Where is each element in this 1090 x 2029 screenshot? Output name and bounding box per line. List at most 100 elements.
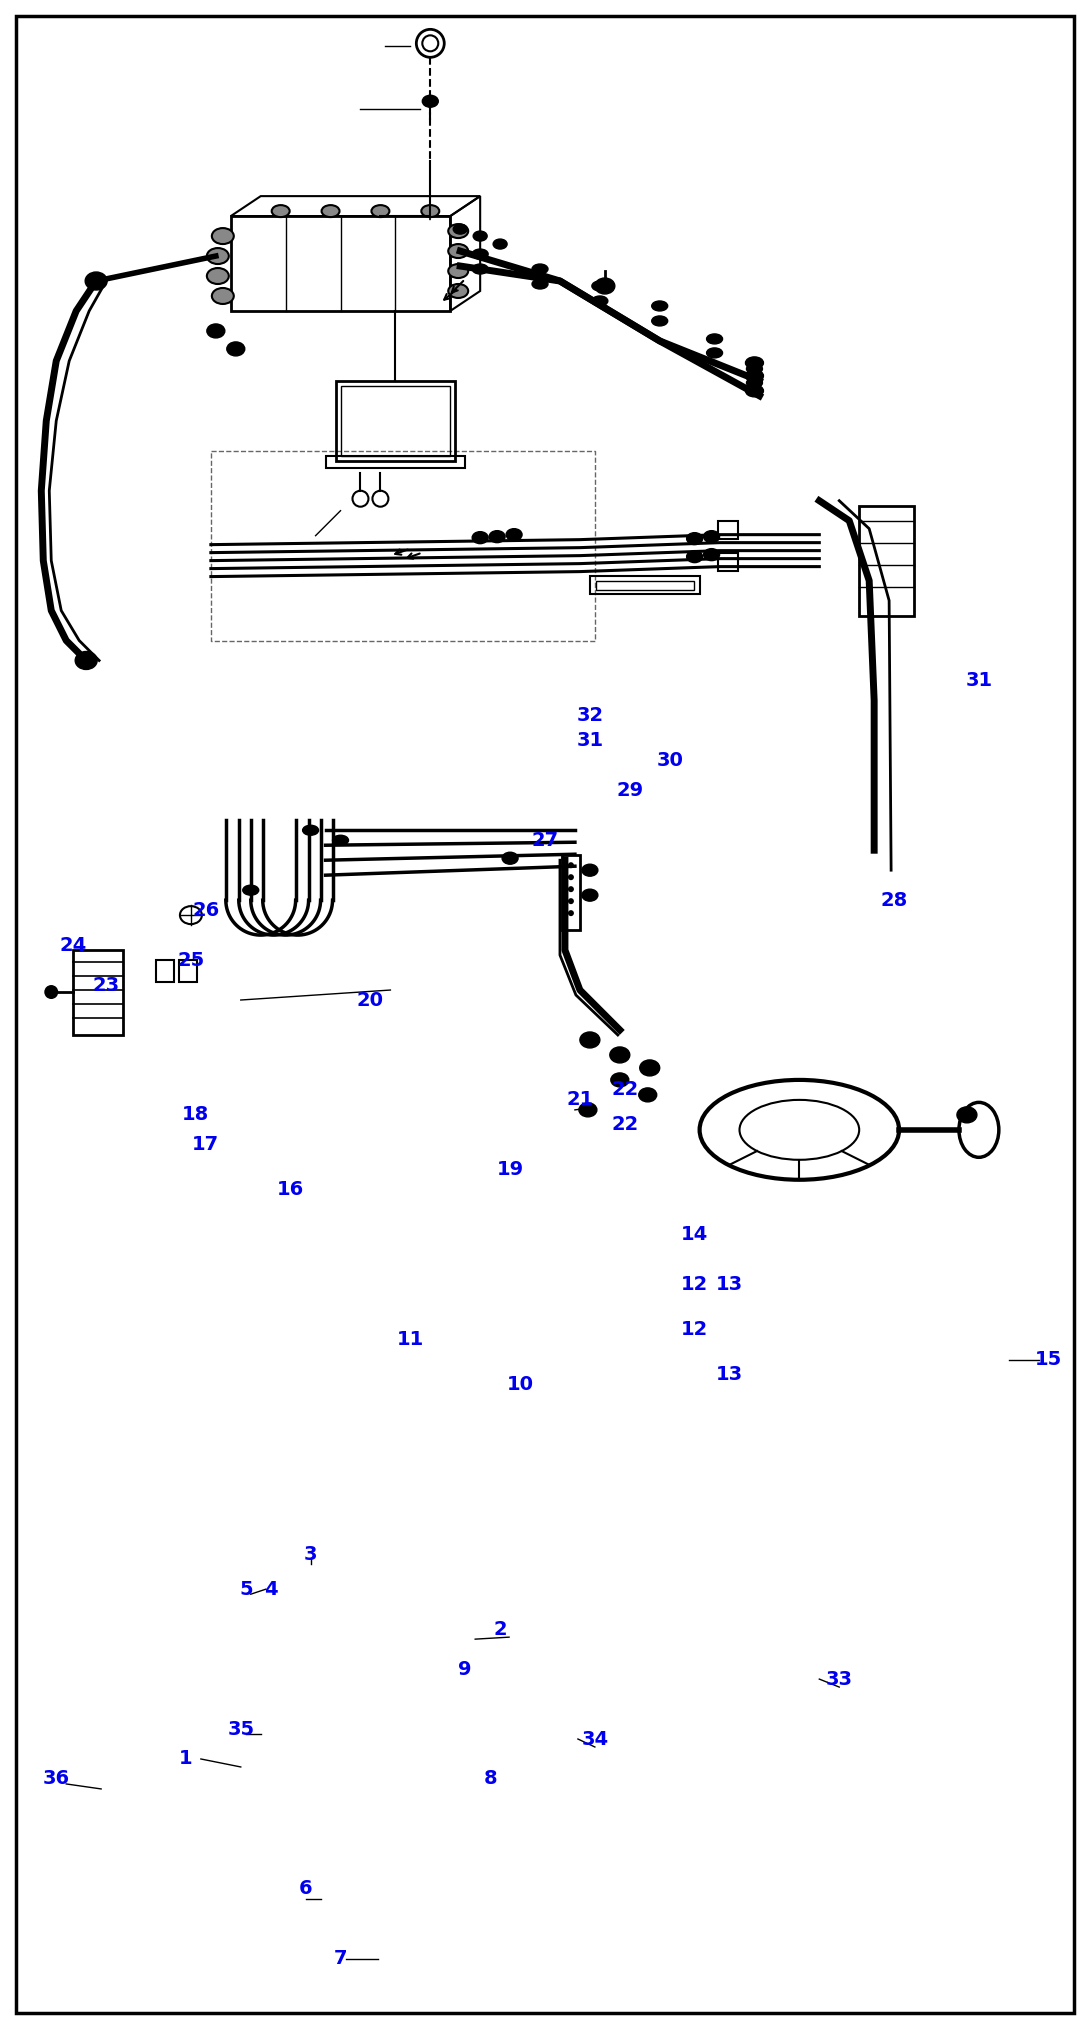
Ellipse shape [746,369,763,381]
Text: 18: 18 [182,1106,209,1124]
Text: 8: 8 [483,1769,497,1788]
Bar [596,580,693,590]
Text: 14: 14 [681,1226,708,1244]
Ellipse shape [532,264,548,274]
Circle shape [568,887,574,893]
Ellipse shape [271,205,290,217]
Text: 1: 1 [179,1749,193,1769]
Ellipse shape [473,231,487,241]
Ellipse shape [85,272,107,290]
Ellipse shape [592,280,608,290]
Text: 31: 31 [966,672,993,690]
Text: 22: 22 [611,1079,639,1100]
Ellipse shape [211,227,233,243]
Ellipse shape [609,1047,630,1063]
Ellipse shape [640,1059,659,1075]
Text: 17: 17 [192,1136,219,1155]
Ellipse shape [706,347,723,357]
Text: 22: 22 [611,1116,639,1134]
Bar [326,457,465,469]
Ellipse shape [687,550,703,562]
Bar [336,381,456,461]
Bar [156,960,174,982]
Bar [859,505,915,615]
Text: 23: 23 [93,976,120,994]
Ellipse shape [703,532,719,542]
Text: 21: 21 [567,1090,594,1110]
Text: 6: 6 [299,1879,313,1899]
Ellipse shape [610,1073,629,1088]
Circle shape [568,911,574,917]
Ellipse shape [372,205,389,217]
Ellipse shape [453,223,468,233]
Text: 13: 13 [716,1274,743,1295]
Text: 36: 36 [43,1769,70,1788]
Text: 20: 20 [356,990,384,1010]
Ellipse shape [472,264,488,274]
Text: 35: 35 [227,1719,254,1739]
Ellipse shape [489,532,505,542]
Ellipse shape [472,532,488,544]
Bar [717,552,738,570]
Text: 11: 11 [397,1331,424,1349]
Ellipse shape [582,864,597,877]
Ellipse shape [582,889,597,901]
Ellipse shape [706,335,723,345]
Text: 27: 27 [532,830,558,850]
Ellipse shape [592,296,608,306]
Ellipse shape [448,243,469,258]
Ellipse shape [422,205,439,217]
Circle shape [568,899,574,905]
Ellipse shape [227,343,245,355]
Ellipse shape [747,363,762,373]
Text: 33: 33 [826,1670,852,1688]
Ellipse shape [303,826,318,836]
Bar [590,576,700,594]
Text: 5: 5 [239,1581,253,1599]
Ellipse shape [332,836,349,846]
Text: 26: 26 [192,901,219,919]
Text: 29: 29 [616,781,643,799]
Text: 34: 34 [581,1729,608,1749]
Ellipse shape [703,548,719,560]
Ellipse shape [747,377,762,388]
Ellipse shape [448,264,469,278]
Text: 12: 12 [681,1321,708,1339]
Ellipse shape [322,205,339,217]
Text: 28: 28 [881,891,908,909]
Ellipse shape [448,284,469,298]
Ellipse shape [243,885,258,895]
Text: 15: 15 [1036,1349,1063,1370]
Ellipse shape [687,534,703,544]
Ellipse shape [422,95,438,108]
Ellipse shape [207,268,229,284]
Bar [231,217,450,310]
Text: 32: 32 [577,706,604,724]
Text: 9: 9 [459,1660,472,1678]
Text: 19: 19 [497,1161,523,1179]
Ellipse shape [207,248,229,264]
Ellipse shape [211,288,233,304]
Ellipse shape [652,300,668,310]
Circle shape [45,984,58,998]
Bar [717,521,738,538]
Text: 3: 3 [304,1544,317,1564]
Ellipse shape [532,280,548,288]
Ellipse shape [75,651,97,670]
Ellipse shape [652,317,668,327]
Ellipse shape [579,1104,597,1116]
Ellipse shape [595,278,615,294]
Text: 25: 25 [178,950,205,970]
Ellipse shape [502,852,518,864]
Bar [73,950,123,1035]
Text: 13: 13 [716,1366,743,1384]
Ellipse shape [580,1033,600,1047]
Circle shape [568,874,574,881]
Ellipse shape [506,530,522,540]
Ellipse shape [493,239,507,250]
Ellipse shape [207,325,225,339]
Text: 2: 2 [494,1619,507,1639]
Ellipse shape [746,386,763,398]
Text: 24: 24 [60,935,87,954]
Text: 30: 30 [656,751,683,769]
